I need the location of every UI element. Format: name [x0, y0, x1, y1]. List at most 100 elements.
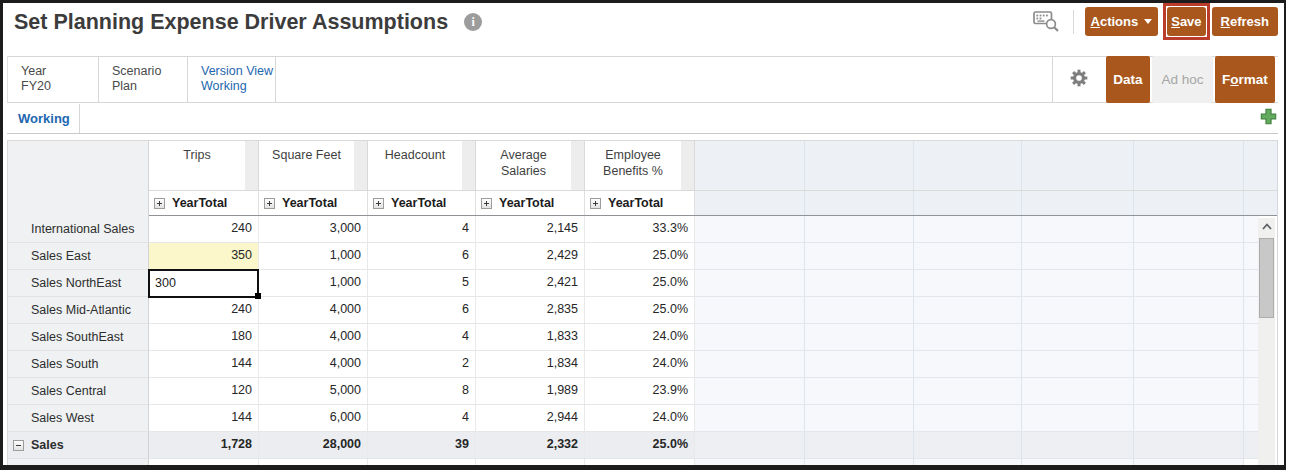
- empty-cell[interactable]: [1134, 297, 1244, 324]
- save-button[interactable]: Save: [1167, 7, 1205, 36]
- empty-cell[interactable]: [695, 243, 805, 270]
- empty-cell[interactable]: [695, 351, 805, 378]
- data-cell[interactable]: 25.0%: [585, 432, 695, 459]
- data-cell[interactable]: 2,421: [476, 270, 585, 297]
- data-cell[interactable]: 33.3%: [585, 216, 695, 243]
- data-cell[interactable]: 25.0%: [585, 297, 695, 324]
- column-header[interactable]: Employee Benefits %: [585, 141, 695, 190]
- empty-cell[interactable]: [695, 270, 805, 297]
- expand-icon[interactable]: [590, 198, 601, 209]
- empty-cell[interactable]: [805, 351, 914, 378]
- add-icon[interactable]: [1260, 108, 1277, 129]
- empty-cell[interactable]: [914, 297, 1022, 324]
- row-header[interactable]: Sales SouthEast: [8, 324, 149, 351]
- empty-cell[interactable]: [1134, 270, 1244, 297]
- row-header[interactable]: Sales South: [8, 351, 149, 378]
- data-cell[interactable]: 144: [149, 405, 259, 432]
- empty-cell[interactable]: [1022, 243, 1134, 270]
- empty-cell[interactable]: [914, 405, 1022, 432]
- row-header[interactable]: International Sales: [8, 216, 149, 243]
- empty-cell[interactable]: [695, 432, 805, 459]
- data-cell[interactable]: 240: [149, 297, 259, 324]
- empty-cell[interactable]: [914, 243, 1022, 270]
- access-keys-search-icon[interactable]: [1033, 8, 1060, 37]
- empty-cell[interactable]: [1022, 378, 1134, 405]
- empty-cell[interactable]: [695, 324, 805, 351]
- data-cell[interactable]: 25.0%: [585, 270, 695, 297]
- empty-cell[interactable]: [1134, 378, 1244, 405]
- empty-cell[interactable]: [1134, 432, 1244, 459]
- column-header[interactable]: Headcount: [368, 141, 476, 190]
- empty-cell[interactable]: [914, 432, 1022, 459]
- data-cell[interactable]: 6,000: [259, 405, 368, 432]
- expand-icon[interactable]: [154, 198, 165, 209]
- data-mode-button[interactable]: Data: [1106, 56, 1150, 103]
- data-cell[interactable]: 1,834: [476, 351, 585, 378]
- data-cell[interactable]: 4: [368, 324, 476, 351]
- data-cell[interactable]: 39: [368, 432, 476, 459]
- data-cell[interactable]: 2,429: [476, 243, 585, 270]
- pov-dimension-version[interactable]: Version ViewWorking: [188, 57, 276, 102]
- empty-cell[interactable]: [914, 324, 1022, 351]
- data-cell[interactable]: 2: [368, 351, 476, 378]
- data-cell[interactable]: 4,000: [259, 297, 368, 324]
- empty-cell[interactable]: [695, 378, 805, 405]
- data-cell[interactable]: 24.0%: [585, 405, 695, 432]
- empty-cell[interactable]: [805, 216, 914, 243]
- format-mode-button[interactable]: Format: [1215, 56, 1275, 103]
- data-cell[interactable]: 5: [368, 270, 476, 297]
- data-cell[interactable]: 24.0%: [585, 324, 695, 351]
- collapse-icon[interactable]: [13, 440, 24, 451]
- period-header-yeartotal[interactable]: YearTotal: [149, 191, 259, 215]
- empty-cell[interactable]: [1134, 351, 1244, 378]
- period-header-yeartotal[interactable]: YearTotal: [585, 191, 695, 215]
- data-cell[interactable]: 2,145: [476, 216, 585, 243]
- row-header[interactable]: Sales Central: [8, 378, 149, 405]
- expand-icon[interactable]: [264, 198, 275, 209]
- column-header[interactable]: Trips: [149, 141, 259, 190]
- data-cell[interactable]: 144: [149, 351, 259, 378]
- data-cell[interactable]: 2,835: [476, 297, 585, 324]
- pov-dimension-year[interactable]: YearFY20: [8, 57, 99, 102]
- data-cell[interactable]: 2,944: [476, 405, 585, 432]
- empty-cell[interactable]: [805, 324, 914, 351]
- data-cell[interactable]: 2,332: [476, 432, 585, 459]
- empty-cell[interactable]: [1022, 297, 1134, 324]
- data-cell[interactable]: 1,000: [259, 270, 368, 297]
- data-cell[interactable]: 4,000: [259, 351, 368, 378]
- data-cell[interactable]: 23.9%: [585, 378, 695, 405]
- empty-cell[interactable]: [695, 405, 805, 432]
- empty-cell[interactable]: [805, 297, 914, 324]
- refresh-button[interactable]: Refresh: [1212, 7, 1278, 36]
- data-cell[interactable]: 1,833: [476, 324, 585, 351]
- empty-cell[interactable]: [914, 270, 1022, 297]
- row-header[interactable]: Sales: [8, 432, 149, 459]
- data-cell[interactable]: 24.0%: [585, 351, 695, 378]
- empty-cell[interactable]: [1022, 216, 1134, 243]
- empty-cell[interactable]: [1022, 432, 1134, 459]
- data-cell[interactable]: 3,000: [259, 216, 368, 243]
- data-cell[interactable]: 120: [149, 378, 259, 405]
- settings-gear-icon[interactable]: [1069, 68, 1089, 92]
- tab-working[interactable]: Working: [7, 104, 80, 133]
- data-cell[interactable]: 8: [368, 378, 476, 405]
- empty-cell[interactable]: [914, 378, 1022, 405]
- empty-cell[interactable]: [1022, 270, 1134, 297]
- empty-cell[interactable]: [695, 297, 805, 324]
- data-cell[interactable]: 300: [149, 270, 259, 297]
- data-cell[interactable]: 25.0%: [585, 243, 695, 270]
- period-header-yeartotal[interactable]: YearTotal: [259, 191, 368, 215]
- cell-edit-input[interactable]: 300: [148, 269, 259, 298]
- data-cell[interactable]: 4: [368, 405, 476, 432]
- expand-icon[interactable]: [373, 198, 384, 209]
- actions-button[interactable]: Actions: [1085, 7, 1159, 36]
- period-header-yeartotal[interactable]: YearTotal: [476, 191, 585, 215]
- data-cell[interactable]: 1,989: [476, 378, 585, 405]
- empty-cell[interactable]: [914, 351, 1022, 378]
- empty-cell[interactable]: [914, 216, 1022, 243]
- row-header[interactable]: Sales Mid-Atlantic: [8, 297, 149, 324]
- empty-cell[interactable]: [1022, 405, 1134, 432]
- period-header-yeartotal[interactable]: YearTotal: [368, 191, 476, 215]
- empty-cell[interactable]: [805, 378, 914, 405]
- data-cell[interactable]: 180: [149, 324, 259, 351]
